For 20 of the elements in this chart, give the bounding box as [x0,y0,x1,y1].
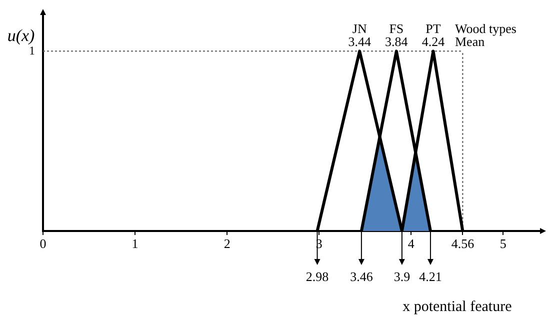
annotation: 4.21 [419,269,442,284]
series-label: FS [389,21,404,36]
annotation: 2.98 [306,269,329,284]
annotation: Mean [455,34,486,50]
y-axis-title: u(x) [7,26,36,46]
x-tick-label: 4.56 [451,236,475,252]
x-tick-label: 4 [408,236,415,252]
annotation: 3.9 [394,269,410,284]
x-tick-label: 0 [40,236,46,252]
x-tick-label: 2 [224,236,230,252]
annotation: 3.44 [348,34,372,50]
x-tick-label: 5 [500,236,506,252]
annotation: Wood types [455,21,516,36]
series-label: PT [426,21,441,36]
annotation: 3.84 [385,34,408,50]
x-axis-title: x potential feature [402,299,512,315]
annotation: 4.24 [422,34,446,50]
x-tick-label: 1 [132,236,138,252]
series-label: JN [352,21,368,36]
annotation: 3.46 [350,269,374,284]
